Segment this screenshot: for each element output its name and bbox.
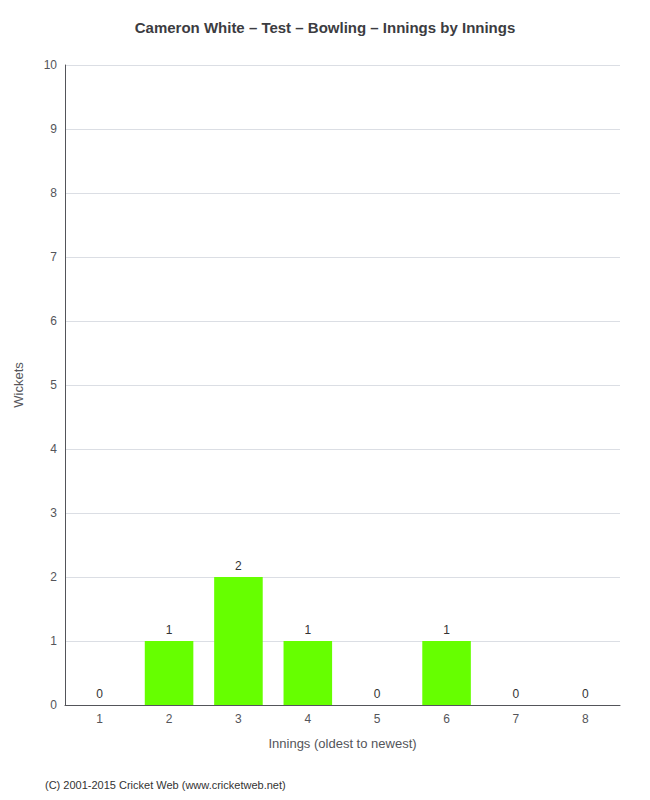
svg-text:Cameron White – Test – Bowling: Cameron White – Test – Bowling – Innings… xyxy=(135,19,516,36)
svg-text:0: 0 xyxy=(96,687,103,701)
svg-text:1: 1 xyxy=(304,623,311,637)
svg-text:5: 5 xyxy=(50,378,57,392)
svg-text:2: 2 xyxy=(50,570,57,584)
svg-text:3: 3 xyxy=(235,712,242,726)
svg-text:4: 4 xyxy=(50,442,57,456)
svg-text:(C) 2001-2015 Cricket Web (www: (C) 2001-2015 Cricket Web (www.cricketwe… xyxy=(45,779,286,791)
svg-text:Wickets: Wickets xyxy=(11,362,26,408)
svg-text:0: 0 xyxy=(374,687,381,701)
svg-text:Innings (oldest to newest): Innings (oldest to newest) xyxy=(268,736,416,751)
svg-text:7: 7 xyxy=(50,250,57,264)
svg-text:2: 2 xyxy=(166,712,173,726)
svg-text:1: 1 xyxy=(96,712,103,726)
svg-text:6: 6 xyxy=(50,314,57,328)
svg-text:7: 7 xyxy=(513,712,520,726)
svg-text:1: 1 xyxy=(443,623,450,637)
svg-text:10: 10 xyxy=(44,58,58,72)
svg-text:3: 3 xyxy=(50,506,57,520)
svg-text:5: 5 xyxy=(374,712,381,726)
svg-text:8: 8 xyxy=(582,712,589,726)
svg-text:1: 1 xyxy=(166,623,173,637)
svg-text:4: 4 xyxy=(304,712,311,726)
svg-text:0: 0 xyxy=(582,687,589,701)
svg-text:0: 0 xyxy=(513,687,520,701)
svg-text:2: 2 xyxy=(235,559,242,573)
svg-text:1: 1 xyxy=(50,634,57,648)
svg-text:9: 9 xyxy=(50,122,57,136)
svg-text:0: 0 xyxy=(50,698,57,712)
svg-text:8: 8 xyxy=(50,186,57,200)
svg-text:6: 6 xyxy=(443,712,450,726)
